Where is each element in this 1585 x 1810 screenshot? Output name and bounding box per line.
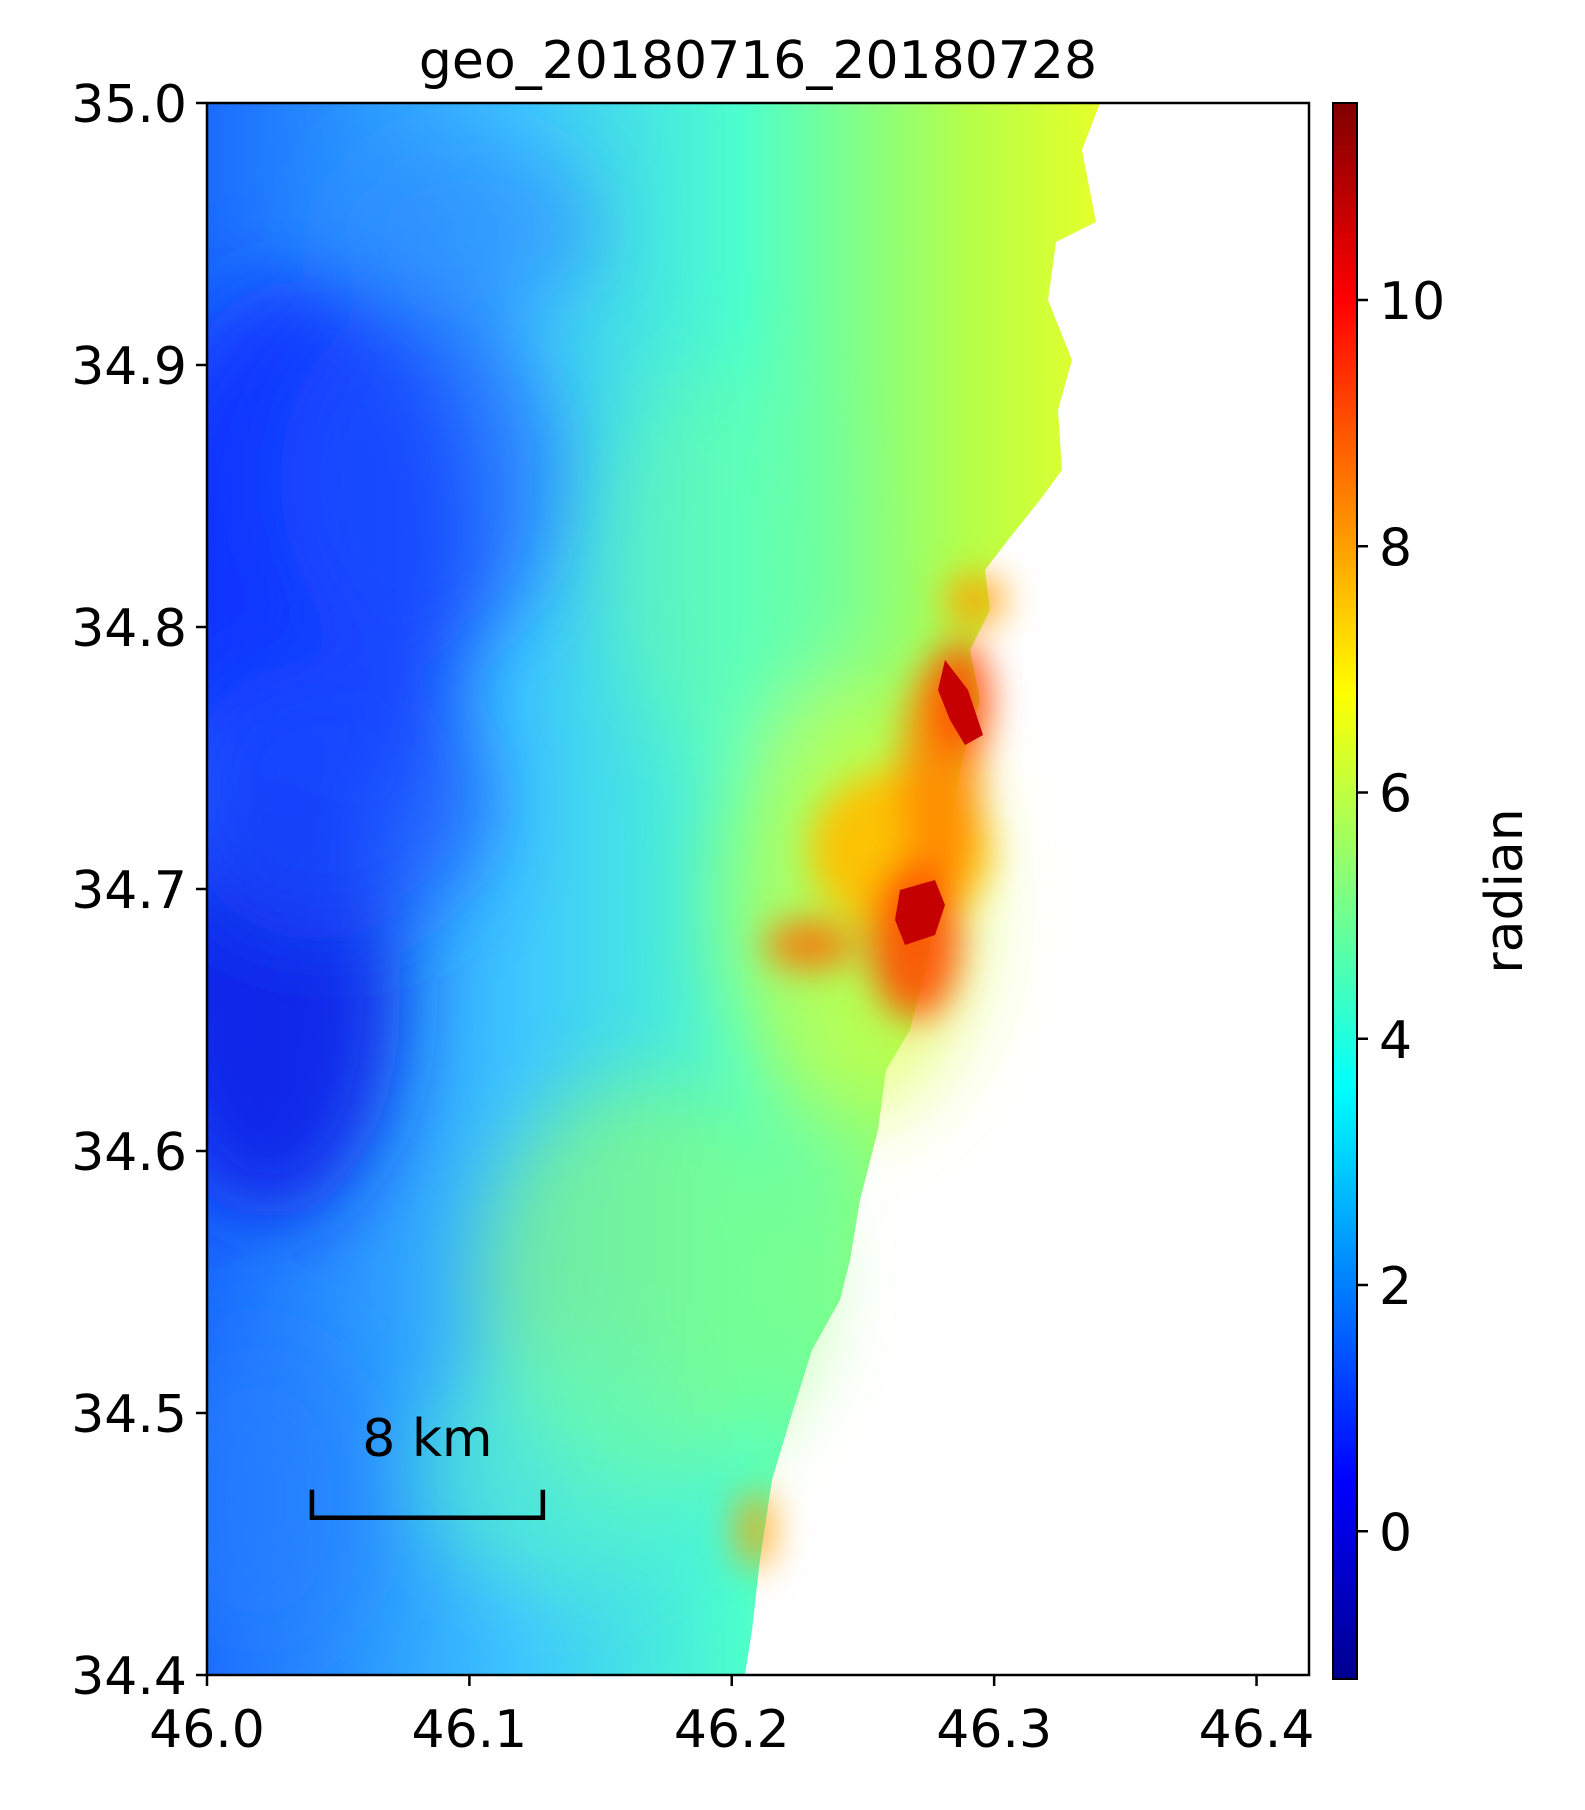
x-tick-label: 46.3 bbox=[936, 1700, 1052, 1760]
colorbar-tick-label: 10 bbox=[1379, 272, 1445, 332]
heatmap-field bbox=[207, 103, 1100, 1675]
y-tick-label: 34.5 bbox=[71, 1385, 187, 1445]
x-tick-label: 46.4 bbox=[1199, 1700, 1315, 1760]
x-axis: 46.0 46.1 46.2 46.3 46.4 bbox=[149, 1675, 1314, 1760]
chart-title: geo_20180716_20180728 bbox=[419, 31, 1097, 91]
blue-zones bbox=[207, 140, 600, 1660]
x-tick-label: 46.1 bbox=[411, 1700, 527, 1760]
scale-bar: 8 km bbox=[309, 1409, 546, 1521]
colorbar-tick-label: 0 bbox=[1379, 1503, 1412, 1563]
x-tick-label: 46.0 bbox=[149, 1700, 265, 1760]
scale-bar-label: 8 km bbox=[362, 1409, 492, 1469]
colorbar-tick-label: 8 bbox=[1379, 518, 1412, 578]
y-tick-label: 35.0 bbox=[71, 75, 187, 135]
colorbar: 0 2 4 6 8 10 radian bbox=[1332, 102, 1535, 1680]
colorbar-gradient bbox=[1332, 102, 1358, 1680]
y-tick-label: 34.4 bbox=[71, 1647, 187, 1707]
scale-bar-line bbox=[309, 1489, 546, 1521]
colorbar-label: radian bbox=[1475, 808, 1535, 974]
colorbar-tick-label: 2 bbox=[1379, 1257, 1412, 1317]
colorbar-tick-label: 4 bbox=[1379, 1011, 1412, 1071]
hotspot-peak-south bbox=[895, 880, 945, 945]
hotspot-peak-north bbox=[938, 660, 983, 745]
y-axis: 35.0 34.9 34.8 34.7 34.6 34.5 34.4 bbox=[71, 75, 207, 1707]
y-tick-label: 34.7 bbox=[71, 861, 187, 921]
colorbar-tick-label: 6 bbox=[1379, 765, 1412, 825]
x-tick-label: 46.2 bbox=[674, 1700, 790, 1760]
y-tick-label: 34.9 bbox=[71, 337, 187, 397]
y-tick-label: 34.8 bbox=[71, 599, 187, 659]
colorbar-ticks: 0 2 4 6 8 10 bbox=[1357, 272, 1445, 1563]
y-tick-label: 34.6 bbox=[71, 1123, 187, 1183]
